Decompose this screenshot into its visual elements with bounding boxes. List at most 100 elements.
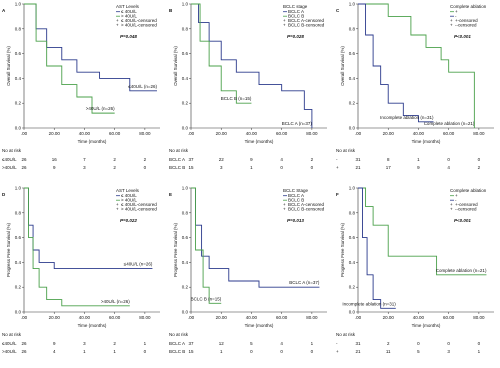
survival-curve	[24, 3, 157, 92]
risk-count: 15	[188, 165, 194, 170]
curve-label: BCLC B (n=15)	[221, 96, 252, 101]
x-tick-label: 40.00	[413, 131, 425, 136]
risk-title: No at risk	[336, 148, 356, 153]
legend-item: -	[455, 198, 457, 203]
risk-title: No at risk	[169, 148, 189, 153]
risk-label: >40U/L	[2, 165, 17, 170]
x-tick-label: 20.00	[49, 131, 61, 136]
x-tick-label: 60.00	[443, 315, 455, 320]
risk-count: 1	[113, 349, 116, 354]
y-tick-label: 0.0	[182, 126, 189, 131]
legend-symbol: +	[116, 207, 119, 212]
legend-item: --censored	[455, 207, 477, 212]
curve-label: BCLC B (n=15)	[191, 296, 222, 301]
risk-count: 2	[311, 157, 314, 162]
legend-item: -	[455, 14, 457, 19]
survival-curve	[358, 187, 487, 276]
panel-letter: E	[169, 192, 172, 197]
risk-count: 21	[355, 349, 361, 354]
risk-count: 0	[311, 349, 314, 354]
y-axis-label: Overall Survival (%)	[6, 46, 11, 86]
x-tick-label: 80.00	[139, 131, 151, 136]
legend-symbol: +	[450, 207, 453, 212]
y-tick-label: 0.2	[15, 285, 22, 290]
x-tick-label: 20.00	[216, 315, 228, 320]
legend-item: +-censored	[455, 202, 478, 207]
curve-label: Incomplete ablation (n=31)	[342, 301, 396, 306]
y-axis-label: Progress Free Survival (%)	[340, 222, 345, 277]
risk-count: 2	[113, 165, 116, 170]
curve-label: ≤40U/L (n=26)	[124, 262, 153, 267]
legend-item: BCLC B-censored	[288, 207, 325, 212]
x-tick-label: 80.00	[473, 315, 485, 320]
curve-label: Complete ablation (n=21)	[424, 121, 475, 126]
p-value: P<0.001	[454, 218, 471, 223]
risk-label: BCLC B	[169, 349, 185, 354]
legend-item: BCLC B	[288, 198, 304, 203]
survival-curve	[358, 3, 434, 123]
risk-count: 9	[250, 157, 253, 162]
risk-count: 37	[188, 341, 194, 346]
curve-label: >40U/L (n=26)	[101, 299, 130, 304]
y-tick-label: 0.2	[182, 101, 189, 106]
y-tick-label: 0.6	[15, 51, 22, 56]
risk-title: No at risk	[336, 332, 356, 337]
survival-curve	[191, 187, 222, 304]
x-tick-label: 60.00	[109, 131, 121, 136]
risk-count: 3	[83, 165, 86, 170]
risk-count: 0	[280, 349, 283, 354]
risk-count: 16	[52, 157, 58, 162]
y-tick-label: 0.4	[182, 76, 189, 81]
risk-count: 12	[219, 341, 225, 346]
y-tick-label: 1.0	[182, 186, 189, 191]
legend-item: > 40U/L	[121, 198, 137, 203]
risk-count: 31	[355, 157, 361, 162]
y-tick-label: 0.8	[182, 26, 189, 31]
y-tick-label: 0.0	[15, 310, 22, 315]
y-tick-label: 0.2	[15, 101, 22, 106]
risk-label: +	[336, 349, 339, 354]
legend-title: Complete ablation	[450, 188, 487, 193]
x-tick-label: 80.00	[473, 131, 485, 136]
y-tick-label: 1.0	[349, 2, 356, 7]
y-tick-label: 0.4	[349, 260, 356, 265]
risk-count: 1	[478, 349, 481, 354]
legend-item: BCLC A	[288, 9, 304, 14]
x-tick-label: .00	[21, 315, 28, 320]
risk-count: 0	[144, 165, 147, 170]
y-tick-label: 0.6	[182, 51, 189, 56]
risk-count: 0	[280, 165, 283, 170]
x-axis-label: Time (months)	[245, 139, 274, 144]
risk-title: No at risk	[2, 332, 22, 337]
risk-count: 2	[144, 157, 147, 162]
x-tick-label: 60.00	[109, 315, 121, 320]
legend-item: ≤ 40U/L	[121, 193, 137, 198]
p-value: P=0.028	[287, 34, 304, 39]
y-tick-label: 1.0	[15, 2, 22, 7]
risk-count: 37	[188, 157, 194, 162]
x-tick-label: 60.00	[443, 131, 455, 136]
y-tick-label: 0.4	[182, 260, 189, 265]
x-axis-label: Time (months)	[78, 139, 107, 144]
panel-letter: C	[336, 8, 340, 13]
survival-curve	[191, 3, 313, 128]
legend-symbol: +	[450, 23, 453, 28]
x-tick-label: 40.00	[246, 315, 258, 320]
y-tick-label: 0.6	[182, 235, 189, 240]
x-tick-label: 80.00	[306, 131, 318, 136]
legend-symbol: +	[450, 18, 453, 23]
risk-label: ≤40U/L	[2, 157, 17, 162]
survival-curve	[191, 3, 252, 104]
panel-letter: F	[336, 192, 339, 197]
legend-item: BCLC B-censored	[288, 23, 325, 28]
legend-title: BCLC Stage	[283, 188, 309, 193]
curve-label: >40U/L (n=26)	[86, 106, 115, 111]
y-axis-label: Progress Free Survival (%)	[6, 222, 11, 277]
x-tick-label: .00	[188, 131, 195, 136]
risk-count: 1	[250, 165, 253, 170]
risk-count: 0	[311, 165, 314, 170]
risk-count: 1	[417, 157, 420, 162]
risk-count: 0	[447, 341, 450, 346]
risk-count: 21	[355, 165, 361, 170]
x-tick-label: .00	[188, 315, 195, 320]
